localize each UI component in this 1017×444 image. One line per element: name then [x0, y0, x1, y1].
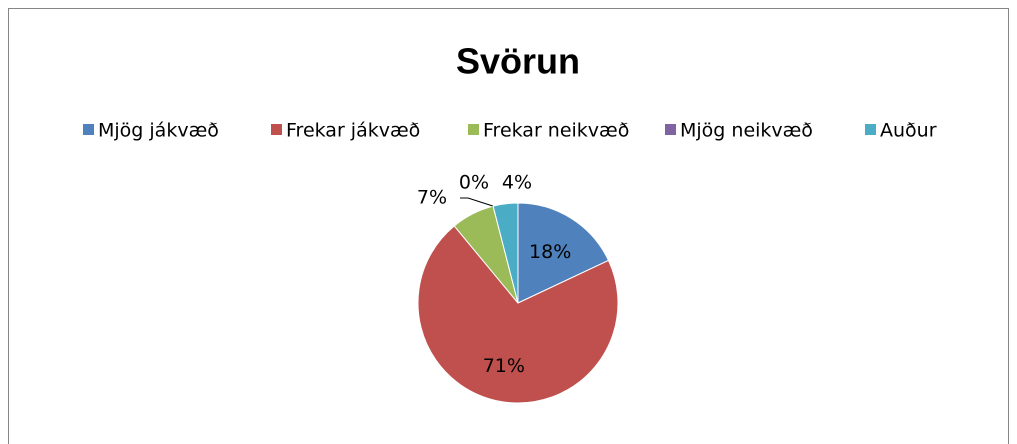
- leader-line: [460, 197, 494, 207]
- legend-label: Frekar neikvæð: [483, 120, 629, 142]
- legend-label: Frekar jákvæð: [286, 120, 420, 142]
- data-label: 18%: [529, 241, 571, 263]
- legend-swatch: [83, 124, 94, 135]
- legend-swatch: [865, 124, 876, 135]
- pie-slice: [517, 202, 610, 304]
- data-label: 71%: [483, 355, 525, 377]
- legend-swatch: [468, 124, 479, 135]
- legend-label: Mjög neikvæð: [680, 120, 813, 142]
- data-label: 7%: [417, 187, 447, 209]
- chart-title: Svörun: [456, 41, 580, 82]
- pie-slice: [492, 202, 519, 304]
- legend-label: Mjög jákvæð: [98, 120, 219, 142]
- legend-swatch: [665, 124, 676, 135]
- data-label: 0%: [459, 172, 489, 194]
- data-label: 4%: [502, 172, 532, 194]
- legend-swatch: [271, 124, 282, 135]
- legend-label: Auður: [880, 120, 937, 142]
- pie-slice: [417, 225, 619, 404]
